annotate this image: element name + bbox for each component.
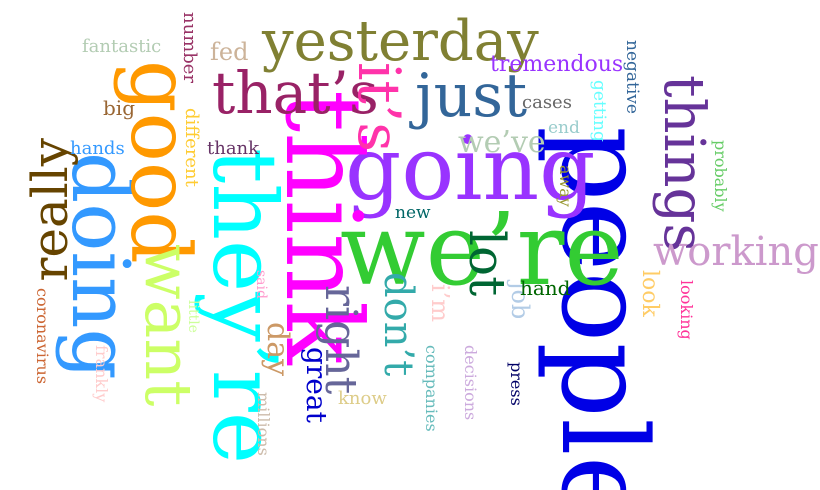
word-said: said	[253, 270, 269, 299]
word-it-s: it’s	[345, 62, 413, 153]
word-little: little	[185, 300, 201, 333]
word-yesterday: yesterday	[262, 9, 539, 74]
word-end: end	[548, 118, 580, 138]
word-don-t: don’t	[375, 272, 421, 377]
word-just: just	[415, 61, 528, 131]
word-thank: thank	[207, 138, 260, 159]
word-lot: lot	[458, 230, 516, 297]
word-tremendous: tremendous	[490, 52, 624, 77]
word-look: look	[637, 270, 662, 317]
word-going: going	[345, 117, 596, 220]
word-getting: getting	[589, 80, 609, 142]
word-negative: negative	[622, 40, 642, 114]
word-know: know	[338, 388, 387, 409]
word-press: press	[507, 362, 526, 406]
word-things: things	[651, 75, 716, 253]
word-we-ve: we’ve	[458, 125, 546, 160]
word-we-re: we’re	[340, 191, 624, 308]
word-hand: hand	[520, 276, 571, 300]
word-day: day	[260, 322, 295, 377]
word-great: great	[300, 347, 333, 423]
word-they-re: they’re	[193, 148, 296, 464]
word-millions: millions	[254, 392, 273, 456]
word-fantastic: fantastic	[82, 36, 162, 57]
word-working: working	[653, 229, 819, 275]
word-cases: cases	[522, 92, 572, 113]
word-i-m: i’m	[426, 284, 454, 323]
word-frankly: frankly	[92, 345, 111, 403]
word-decisions: decisions	[461, 345, 480, 421]
word-new: new	[395, 203, 431, 223]
word-number: number	[179, 12, 200, 84]
word-hands: hands	[70, 138, 125, 159]
word-looking: looking	[677, 280, 696, 340]
word-big: big	[103, 96, 136, 120]
word-really: really	[21, 138, 79, 282]
word-coronavirus: coronavirus	[33, 288, 52, 385]
word-that-s: that’s	[212, 59, 379, 127]
word-probably: probably	[711, 140, 730, 212]
word-fed: fed	[210, 38, 249, 66]
word-different: different	[181, 108, 202, 187]
word-away: away	[556, 165, 575, 207]
word-companies: companies	[422, 345, 441, 432]
